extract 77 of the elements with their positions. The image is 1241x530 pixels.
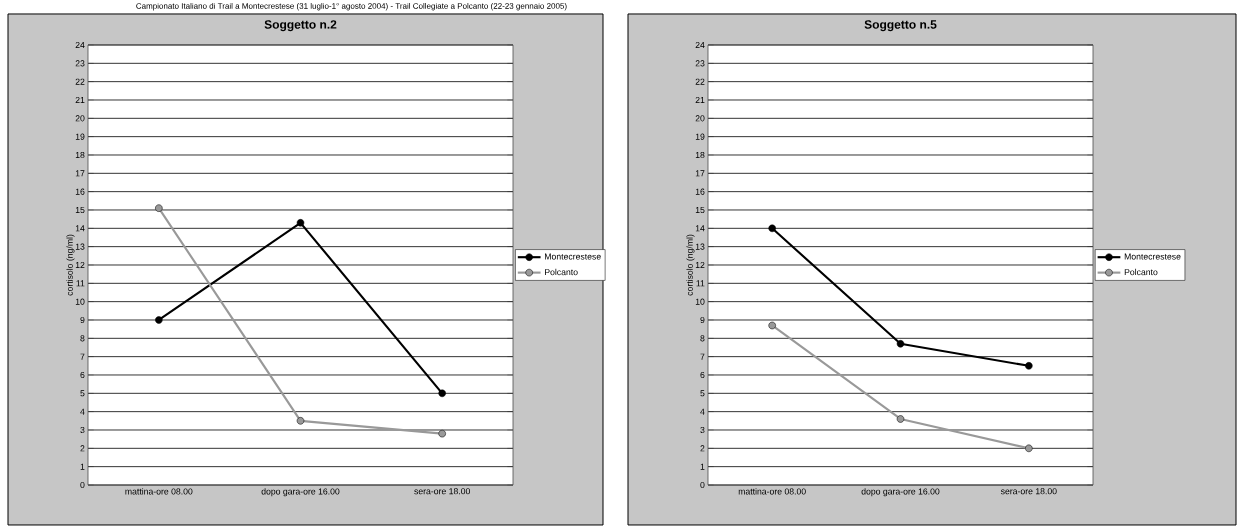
y-tick-label: 14 [695, 225, 705, 232]
y-tick-label: 17 [75, 170, 85, 177]
y-tick-label: 7 [700, 353, 705, 360]
point [155, 204, 163, 212]
y-tick-label: 8 [700, 335, 705, 342]
y-tick-label: 23 [695, 60, 705, 67]
y-tick-label: 12 [75, 261, 85, 269]
y-tick-label: 22 [695, 78, 705, 85]
y-tick-label: 13 [75, 243, 85, 250]
y-tick-label: 21 [695, 96, 705, 104]
y-tick-label: 11 [76, 280, 85, 287]
x-tick-label: dopo gara-ore 16.00 [861, 488, 940, 497]
y-tick-label: 22 [75, 78, 85, 85]
y-tick-label: 3 [80, 426, 85, 434]
point [896, 415, 905, 423]
y-tick-label: 8 [80, 335, 85, 342]
y-tick-label: 9 [80, 316, 85, 324]
y-tick-label: 3 [700, 426, 705, 434]
y-tick-label: 2 [700, 445, 705, 452]
y-tick-label: 19 [695, 133, 705, 140]
y-tick-label: 4 [80, 408, 85, 415]
y-tick-label: 15 [75, 206, 85, 214]
legend-label: Montecrestese [545, 253, 601, 260]
y-tick-label: 20 [75, 115, 85, 122]
y-tick-label: 18 [75, 151, 85, 159]
point [1025, 444, 1033, 453]
y-tick-label: 0 [700, 481, 705, 489]
legend-label: Polcanto [1124, 268, 1158, 276]
x-tick-label: mattina-ore 08.00 [125, 488, 193, 495]
point [896, 340, 905, 348]
y-tick-label: 19 [75, 133, 85, 140]
y-tick-label: 1 [80, 463, 85, 470]
point [438, 429, 446, 438]
y-tick-label: 21 [75, 96, 85, 104]
y-tick-label: 13 [695, 243, 705, 250]
y-tick-label: 5 [80, 390, 85, 397]
point [155, 316, 163, 324]
chart-title: Soggetto n.2 [264, 20, 337, 32]
y-tick-label: 15 [695, 206, 705, 214]
y-tick-label: 7 [80, 353, 85, 360]
legend-label: Polcanto [545, 268, 578, 276]
chart-title: Soggetto n.5 [864, 20, 937, 32]
x-tick-label: dopo gara-ore 16.00 [261, 488, 340, 497]
point [438, 389, 446, 398]
point [768, 321, 776, 330]
y-tick-label: 16 [75, 188, 85, 195]
y-tick-label: 14 [75, 225, 85, 232]
y-tick-label: 6 [80, 371, 85, 379]
y-tick-label: 10 [75, 298, 85, 305]
y-tick-label: 4 [700, 408, 705, 415]
y-tick-label: 0 [80, 481, 85, 489]
y-tick-label: 9 [700, 316, 705, 324]
y-tick-label: 18 [695, 151, 705, 159]
point [1025, 362, 1033, 370]
y-tick-label: 5 [700, 390, 705, 397]
legend-label: Montecrestese [1124, 253, 1181, 260]
y-axis-title: cortisolo (ng/ml) [66, 234, 75, 296]
y-tick-label: 1 [700, 463, 705, 470]
y-tick-label: 20 [695, 115, 705, 122]
y-tick-label: 24 [75, 41, 85, 49]
text: Campionato Italiano di Trail a Montecrestese (31 luglio-1° agosto 2004) - Trail Collegiate a Polcanto (22-23 gennaio 2005) [136, 2, 567, 11]
y-tick-label: 11 [696, 280, 705, 287]
x-tick-label: mattina-ore 08.00 [738, 488, 806, 495]
y-tick-label: 12 [695, 261, 705, 269]
y-tick-label: 16 [695, 188, 705, 195]
y-tick-label: 24 [695, 41, 705, 49]
y-tick-label: 2 [80, 445, 85, 452]
point [768, 224, 776, 233]
point [296, 219, 305, 227]
x-tick-label: sera-ore 18.00 [1000, 488, 1057, 495]
y-tick-label: 17 [695, 170, 705, 177]
y-tick-label: 6 [700, 371, 705, 379]
x-tick-label: sera-ore 18.00 [414, 488, 470, 495]
y-axis-title: cortisolo (ng/ml) [686, 234, 695, 296]
y-tick-label: 10 [695, 298, 705, 305]
point [296, 417, 305, 425]
y-tick-label: 23 [75, 60, 85, 67]
